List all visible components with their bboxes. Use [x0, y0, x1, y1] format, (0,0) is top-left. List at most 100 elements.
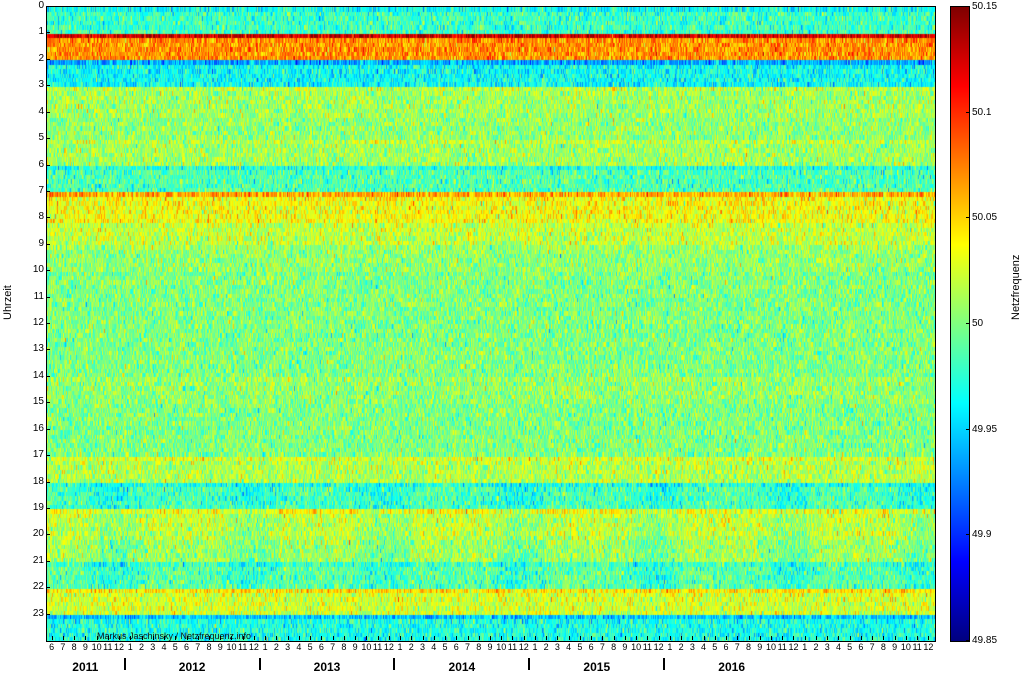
x-month-tick: 2 [139, 642, 144, 652]
y-tick: 16 [33, 424, 44, 434]
x-month-tick: 12 [788, 642, 798, 652]
x-month-tick: 10 [361, 642, 371, 652]
x-month-tick: 2 [679, 642, 684, 652]
x-month-tick: 7 [870, 642, 875, 652]
y-tick: 18 [33, 477, 44, 487]
x-month-tick: 2 [274, 642, 279, 652]
x-month-tick: 6 [724, 642, 729, 652]
x-month-tick: 5 [577, 642, 582, 652]
x-month-tick: 9 [757, 642, 762, 652]
x-month-tick: 5 [308, 642, 313, 652]
x-year-label: 2014 [449, 660, 476, 674]
x-year-label: 2012 [179, 660, 206, 674]
year-separator [663, 658, 665, 670]
y-tick: 19 [33, 503, 44, 513]
y-tick: 15 [33, 397, 44, 407]
x-month-tick: 8 [72, 642, 77, 652]
x-month-tick: 9 [353, 642, 358, 652]
x-month-tick: 6 [454, 642, 459, 652]
x-month-tick: 3 [420, 642, 425, 652]
y-tick: 2 [38, 54, 44, 64]
y-tick: 6 [38, 160, 44, 170]
x-month-tick: 12 [519, 642, 529, 652]
x-month-tick: 12 [923, 642, 933, 652]
x-month-tick: 5 [443, 642, 448, 652]
x-year-labels: 201120122013201420152016 [46, 658, 934, 682]
x-month-tick: 11 [103, 642, 112, 652]
x-month-tick: 1 [263, 642, 268, 652]
x-month-tick: 8 [881, 642, 886, 652]
y-tick: 12 [33, 318, 44, 328]
x-year-label: 2016 [718, 660, 745, 674]
x-month-tick: 7 [60, 642, 65, 652]
x-month-tick: 7 [465, 642, 470, 652]
x-month-tick: 11 [238, 642, 247, 652]
colorbar-tick: 50.15 [972, 1, 997, 12]
y-tick: 17 [33, 450, 44, 460]
x-month-tick: 11 [373, 642, 382, 652]
colorbar [950, 6, 970, 642]
heatmap-canvas [47, 7, 935, 641]
y-tick: 8 [38, 212, 44, 222]
x-month-tick: 3 [690, 642, 695, 652]
x-year-label: 2011 [72, 660, 98, 674]
y-axis-label: Uhrzeit [2, 285, 14, 320]
y-tick: 7 [38, 186, 44, 196]
colorbar-label: Netzfrequenz [1010, 255, 1022, 320]
colorbar-tick: 49.9 [972, 529, 991, 540]
x-month-tick: 5 [173, 642, 178, 652]
y-tick: 9 [38, 239, 44, 249]
x-month-tick: 7 [195, 642, 200, 652]
x-month-tick: 10 [766, 642, 776, 652]
y-tick: 11 [34, 292, 44, 302]
colorbar-tick: 50.1 [972, 107, 991, 118]
x-month-tick: 4 [431, 642, 436, 652]
x-month-tick: 1 [128, 642, 133, 652]
x-month-tick: 7 [330, 642, 335, 652]
x-month-tick: 8 [611, 642, 616, 652]
x-month-tick: 2 [544, 642, 549, 652]
y-axis: 01234567891011121314151617181920212223 [26, 6, 46, 640]
x-month-tick: 8 [476, 642, 481, 652]
x-month-tick: 12 [249, 642, 259, 652]
y-tick: 23 [33, 609, 44, 619]
year-separator [259, 658, 261, 670]
x-month-tick: 4 [566, 642, 571, 652]
x-month-tick: 3 [285, 642, 290, 652]
year-separator [124, 658, 126, 670]
x-month-tick: 2 [813, 642, 818, 652]
x-month-tick: 9 [218, 642, 223, 652]
x-month-tick: 6 [49, 642, 54, 652]
x-month-tick: 7 [735, 642, 740, 652]
x-month-tick: 6 [319, 642, 324, 652]
x-month-tick: 10 [631, 642, 641, 652]
x-month-tick: 5 [712, 642, 717, 652]
y-tick: 21 [33, 556, 44, 566]
y-tick: 4 [38, 107, 44, 117]
x-month-tick: 3 [555, 642, 560, 652]
x-month-tick: 11 [778, 642, 787, 652]
x-month-tick: 6 [589, 642, 594, 652]
x-month-tick: 9 [487, 642, 492, 652]
year-separator [528, 658, 530, 670]
x-month-tick: 12 [654, 642, 664, 652]
x-month-tick: 1 [398, 642, 403, 652]
x-month-tick: 3 [150, 642, 155, 652]
x-month-tick: 4 [701, 642, 706, 652]
x-axis: 6789101112123456789101112123456789101112… [46, 640, 934, 692]
x-month-tick: 12 [384, 642, 394, 652]
x-month-ticks: 6789101112123456789101112123456789101112… [46, 640, 934, 656]
colorbar-tick: 49.85 [972, 635, 997, 646]
x-month-tick: 8 [746, 642, 751, 652]
y-tick: 3 [38, 80, 44, 90]
x-month-tick: 10 [226, 642, 236, 652]
x-month-tick: 4 [836, 642, 841, 652]
colorbar-tick: 50 [972, 318, 983, 329]
x-month-tick: 5 [847, 642, 852, 652]
x-month-tick: 9 [892, 642, 897, 652]
x-month-tick: 10 [496, 642, 506, 652]
y-tick: 10 [33, 265, 44, 275]
x-month-tick: 1 [802, 642, 807, 652]
y-tick: 20 [33, 529, 44, 539]
y-tick: 13 [33, 344, 44, 354]
